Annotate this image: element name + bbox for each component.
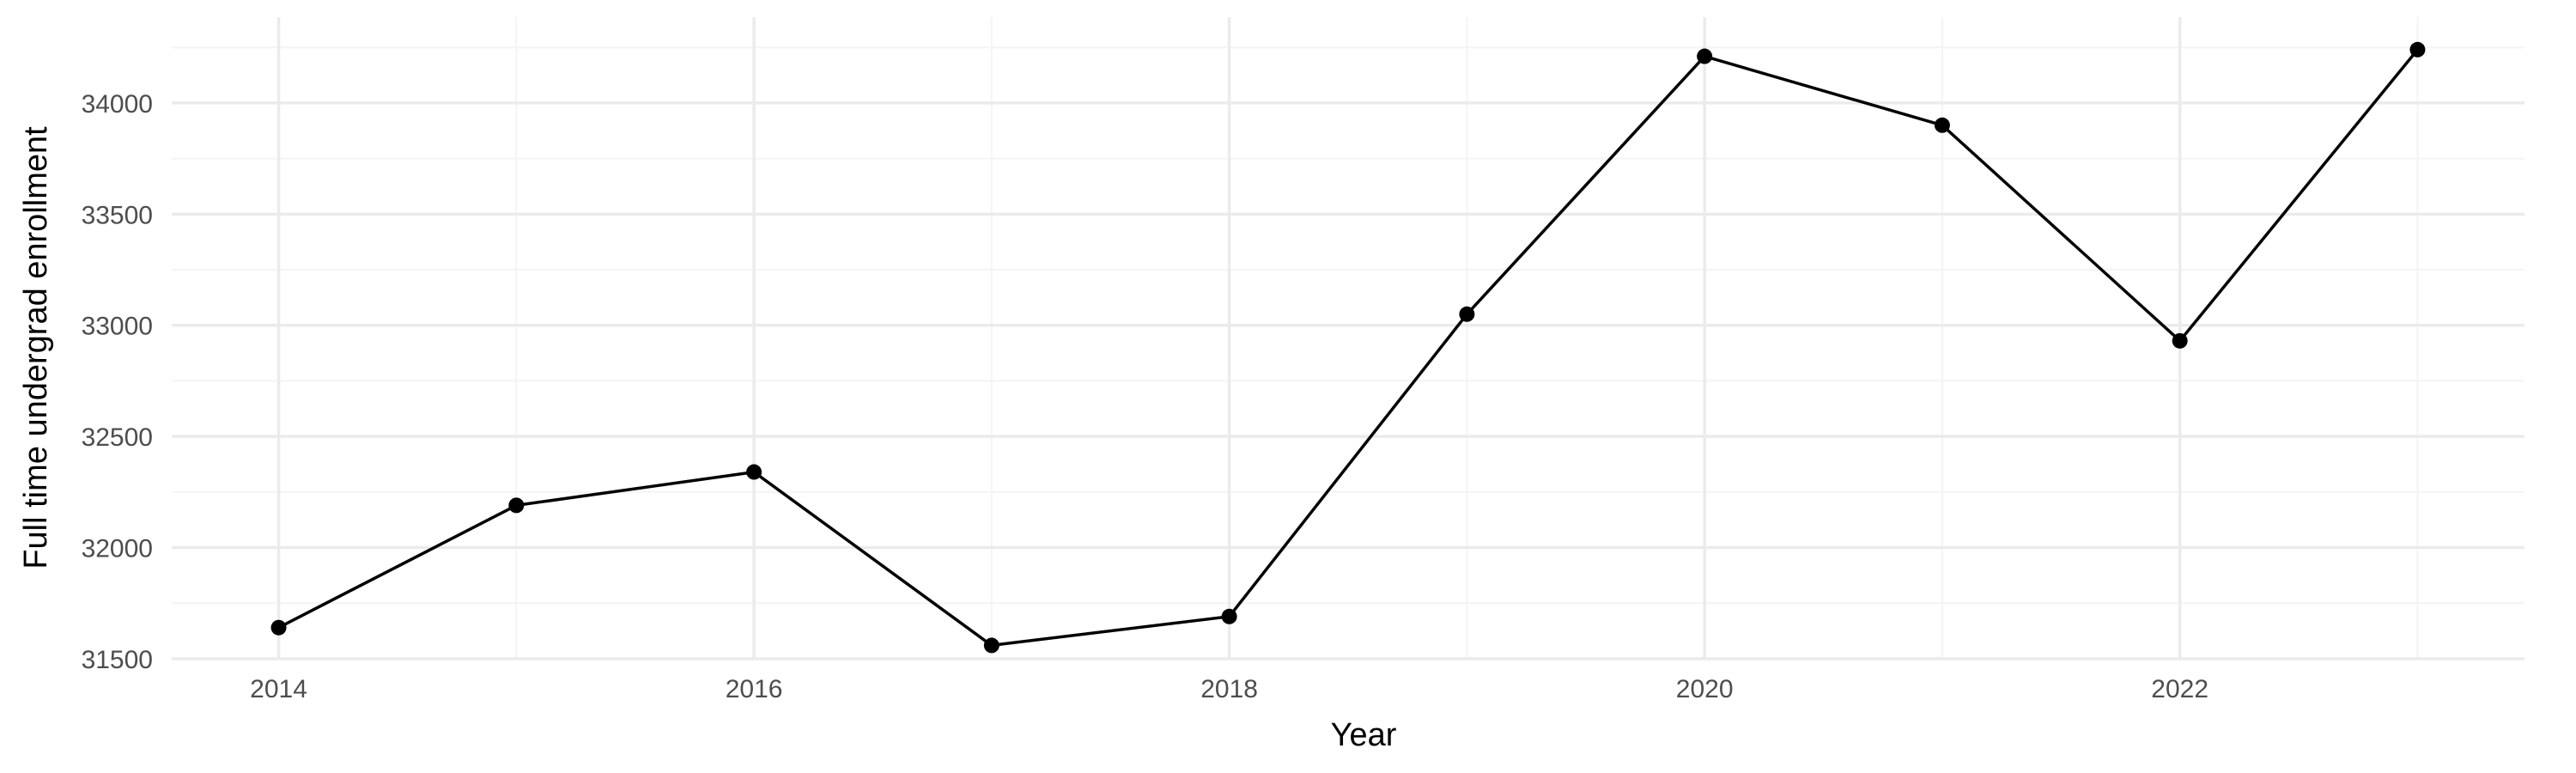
y-tick-label-31500: 31500 (82, 646, 153, 674)
data-point-2014 (270, 619, 287, 636)
x-tick-label-2018: 2018 (1200, 675, 1258, 703)
series-layer (270, 41, 2426, 654)
x-tick-label-2022: 2022 (2151, 675, 2208, 703)
y-tick-label-32500: 32500 (82, 423, 153, 452)
data-point-2021 (1934, 117, 1950, 133)
y-tick-labels: 31500 32000 32500 33000 33500 34000 (82, 90, 153, 674)
data-point-2019 (1459, 306, 1475, 322)
data-point-2018 (1221, 608, 1237, 624)
data-point-2022 (2172, 332, 2188, 349)
minor-gridlines (172, 17, 2524, 660)
y-tick-label-32000: 32000 (82, 535, 153, 563)
x-axis-title: Year (1331, 717, 1397, 753)
major-gridlines (172, 17, 2524, 660)
x-tick-label-2014: 2014 (250, 675, 307, 703)
data-point-2020 (1697, 48, 1713, 64)
y-axis-title: Full time undergrad enrollment (18, 126, 54, 569)
y-tick-label-33000: 33000 (82, 313, 153, 341)
x-tick-label-2016: 2016 (726, 675, 783, 703)
y-tick-label-34000: 34000 (82, 90, 153, 119)
x-tick-label-2020: 2020 (1676, 675, 1734, 703)
x-tick-labels: 2014 2016 2018 2020 2022 (250, 675, 2208, 703)
y-tick-label-33500: 33500 (82, 201, 153, 229)
data-point-2015 (508, 497, 525, 514)
data-point-2023 (2409, 41, 2426, 58)
data-point-2017 (983, 637, 999, 654)
series-line-0 (277, 48, 2419, 648)
data-point-2016 (746, 464, 762, 480)
